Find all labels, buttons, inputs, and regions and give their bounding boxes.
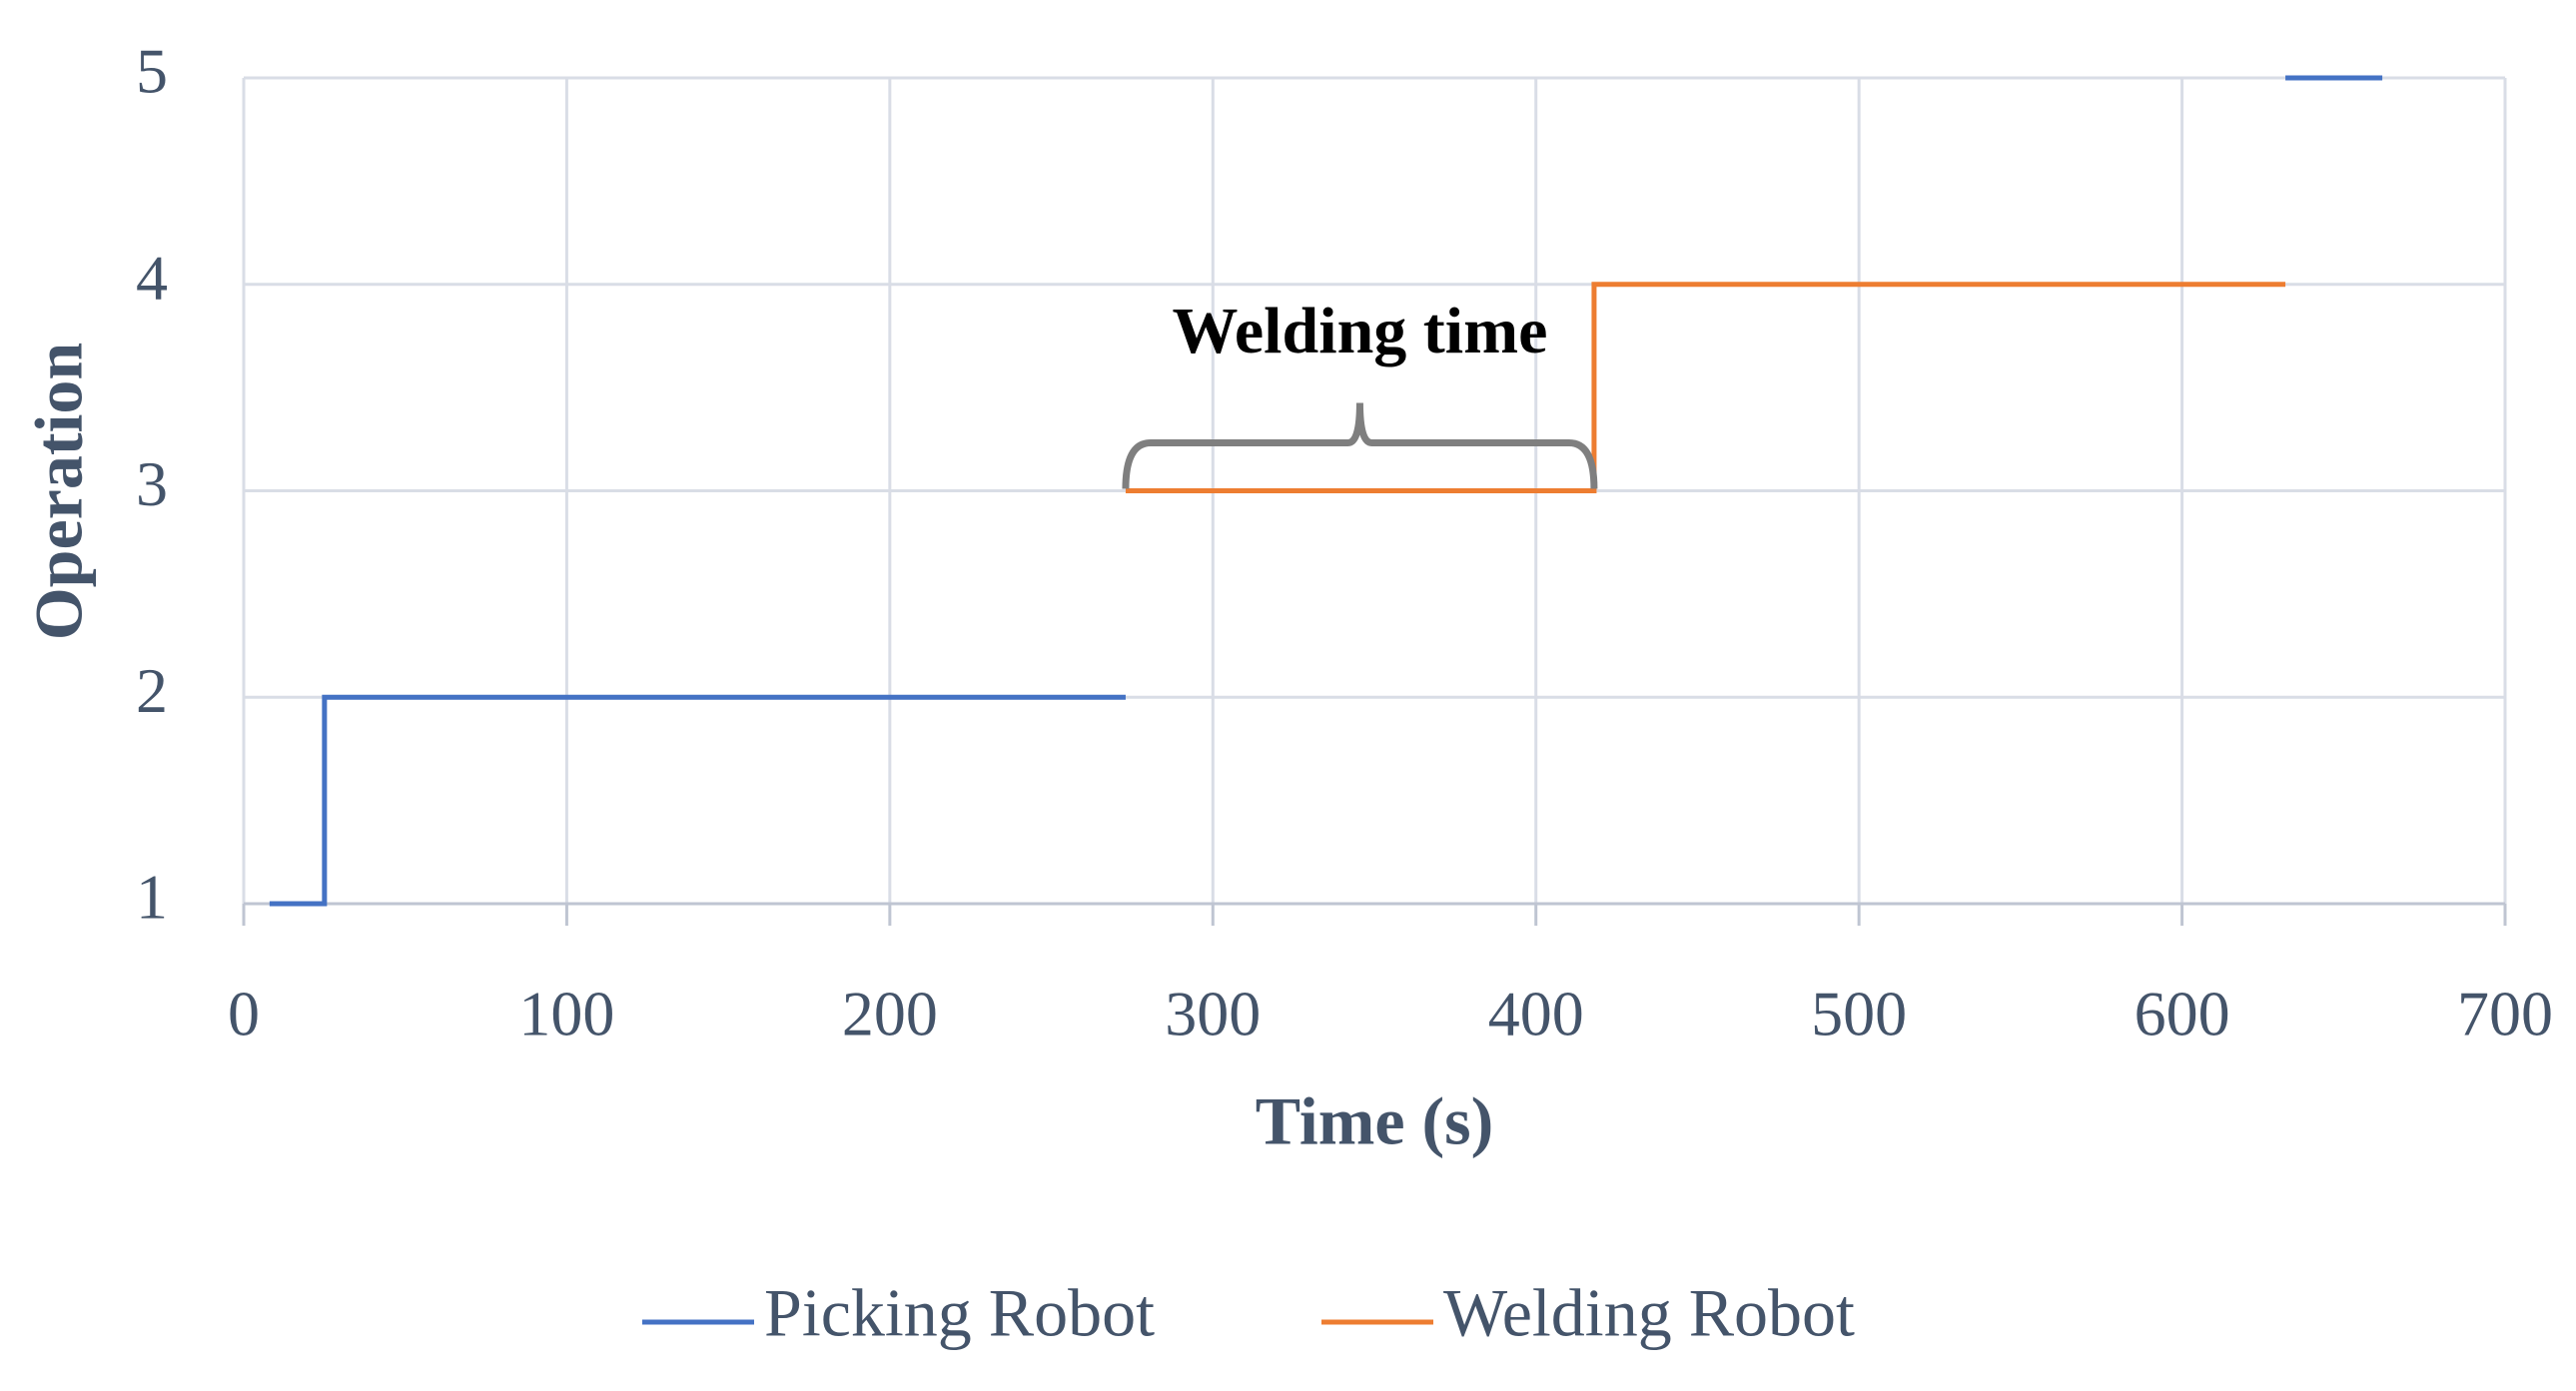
y-tick-label: 3: [136, 448, 168, 519]
annotation-brace: [1122, 402, 1598, 489]
y-tick-label: 5: [136, 36, 168, 107]
x-tick-label: 600: [2135, 979, 2230, 1049]
x-tick-label: 200: [842, 979, 938, 1049]
legend-label: Welding Robot: [1443, 1275, 1855, 1351]
x-tick-label: 0: [228, 979, 260, 1049]
x-tick-label: 300: [1165, 979, 1261, 1049]
x-tick-label: 100: [518, 979, 614, 1049]
y-tick-label: 1: [136, 862, 168, 933]
annotation: Welding time: [1173, 295, 1548, 367]
legend-label: Picking Robot: [764, 1275, 1155, 1351]
y-tick-label: 4: [136, 242, 168, 313]
series-line: [1125, 282, 2286, 493]
series-line: [269, 75, 2383, 907]
x-tick-label: 400: [1488, 979, 1584, 1049]
y-tick-label: 2: [136, 655, 168, 726]
x-axis-title: Time (s): [1256, 1083, 1494, 1159]
y-axis-title: Operation: [21, 343, 97, 640]
x-tick-label: 500: [1811, 979, 1907, 1049]
x-tick-label: 700: [2457, 979, 2553, 1049]
